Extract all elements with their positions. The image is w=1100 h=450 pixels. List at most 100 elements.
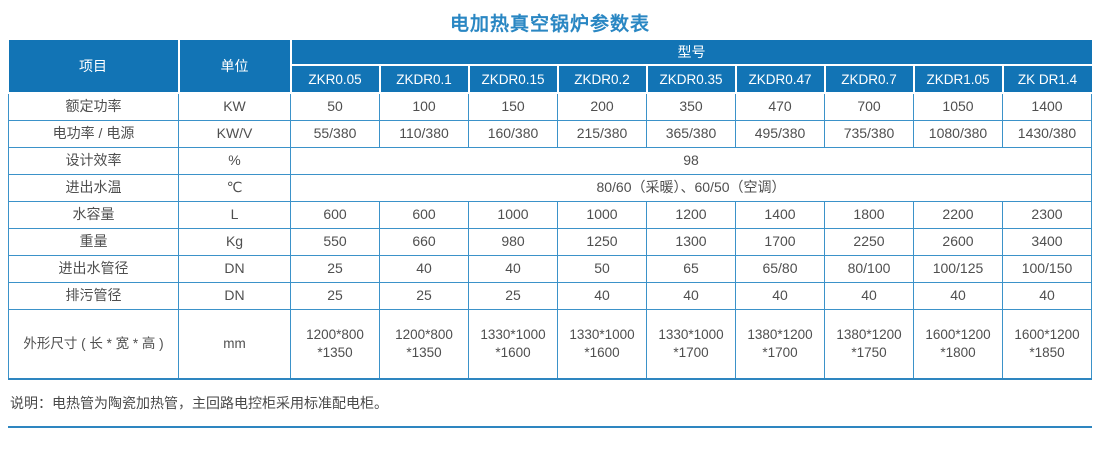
row-value-cell: 40 bbox=[913, 281, 1003, 310]
row-unit-label: DN bbox=[178, 254, 291, 283]
row-value-cell: 1600*1200 *1850 bbox=[1002, 308, 1092, 380]
row-item-label: 重量 bbox=[8, 227, 179, 256]
row-value-cell: 1200*800 *1350 bbox=[290, 308, 380, 380]
row-unit-label: Kg bbox=[178, 227, 291, 256]
row-value-cell: 25 bbox=[290, 281, 380, 310]
row-item-label: 电功率 / 电源 bbox=[8, 119, 179, 148]
row-value-cell: 80/100 bbox=[824, 254, 914, 283]
row-value-cell: 25 bbox=[290, 254, 380, 283]
table-row: 重量 Kg 550 660 980 1250 1300 1700 2250 2600 3400 bbox=[8, 227, 1092, 256]
row-value-cell: 495/380 bbox=[735, 119, 825, 148]
row-value-cell: 735/380 bbox=[824, 119, 914, 148]
row-value-cell: 110/380 bbox=[379, 119, 469, 148]
row-value-cell: 2300 bbox=[1002, 200, 1092, 229]
row-value-cell: 50 bbox=[290, 92, 380, 121]
model-column-header: ZKDR0.2 bbox=[556, 64, 648, 94]
row-value-cell: 1400 bbox=[1002, 92, 1092, 121]
row-item-label: 设计效率 bbox=[8, 146, 179, 175]
table-row: 进出水温 ℃ 80/60（采暖）、60/50（空调） bbox=[8, 173, 1092, 202]
row-value-cell: 25 bbox=[468, 281, 558, 310]
row-value-cell: 1200 bbox=[646, 200, 736, 229]
row-item-label: 水容量 bbox=[8, 200, 179, 229]
row-value-cell: 1800 bbox=[824, 200, 914, 229]
row-value-cell: 980 bbox=[468, 227, 558, 256]
table-row: 外形尺寸 ( 长 * 宽 * 高 ) mm 1200*800 *1350 1200*8… bbox=[8, 308, 1092, 380]
row-value-cell: 3400 bbox=[1002, 227, 1092, 256]
table-row: 进出水管径 DN 25 40 40 50 65 65/80 80/100 100/125 100/1… bbox=[8, 254, 1092, 283]
row-value-cell: 215/380 bbox=[557, 119, 647, 148]
row-value-cell: 55/380 bbox=[290, 119, 380, 148]
row-value-cell: 1400 bbox=[735, 200, 825, 229]
boiler-parameter-table: 项目 单位 型号 ZKR0.05 ZKDR0.1 ZKDR0.15 ZKDR0.2 ZK… bbox=[8, 40, 1092, 380]
row-value-cell: 100/125 bbox=[913, 254, 1003, 283]
row-value-cell: 600 bbox=[379, 200, 469, 229]
row-value-cell: 1250 bbox=[557, 227, 647, 256]
row-value-cell: 1380*1200 *1700 bbox=[735, 308, 825, 380]
model-column-header: ZKDR0.15 bbox=[467, 64, 559, 94]
table-row: 水容量 L 600 600 1000 1000 1200 1400 1800 2200 2300 bbox=[8, 200, 1092, 229]
row-value-cell: 1000 bbox=[468, 200, 558, 229]
row-item-label: 进出水管径 bbox=[8, 254, 179, 283]
row-value-cell: 100/150 bbox=[1002, 254, 1092, 283]
row-value-cell: 200 bbox=[557, 92, 647, 121]
row-value-cell: 1000 bbox=[557, 200, 647, 229]
table-row: 电功率 / 电源 KW/V 55/380 110/380 160/380 215/380 3… bbox=[8, 119, 1092, 148]
row-value-cell: 100 bbox=[379, 92, 469, 121]
model-column-header: ZKDR0.47 bbox=[734, 64, 826, 94]
row-value-cell: 1330*1000 *1600 bbox=[557, 308, 647, 380]
row-value-cell: 1050 bbox=[913, 92, 1003, 121]
row-value-cell: 550 bbox=[290, 227, 380, 256]
row-value-cell: 1380*1200 *1750 bbox=[824, 308, 914, 380]
row-unit-label: ℃ bbox=[178, 173, 291, 202]
row-item-label: 额定功率 bbox=[8, 92, 179, 121]
row-value-cell: 40 bbox=[824, 281, 914, 310]
row-value-cell: 40 bbox=[735, 281, 825, 310]
row-value-cell: 1330*1000 *1600 bbox=[468, 308, 558, 380]
row-unit-label: KW/V bbox=[178, 119, 291, 148]
row-value-cell: 25 bbox=[379, 281, 469, 310]
model-column-header: ZKDR0.35 bbox=[645, 64, 737, 94]
row-value-cell: 470 bbox=[735, 92, 825, 121]
table-header: 项目 单位 型号 ZKR0.05 ZKDR0.1 ZKDR0.15 ZKDR0.2 ZK… bbox=[8, 40, 1092, 94]
row-value-cell: 660 bbox=[379, 227, 469, 256]
footnote-text: 说明：电热管为陶瓷加热管，主回路电控柜采用标准配电柜。 bbox=[10, 395, 388, 411]
row-value-cell: 2250 bbox=[824, 227, 914, 256]
model-column-header: ZKDR0.7 bbox=[823, 64, 915, 94]
row-value-cell: 700 bbox=[824, 92, 914, 121]
row-unit-label: KW bbox=[178, 92, 291, 121]
row-spanned-value: 80/60（采暖）、60/50（空调） bbox=[290, 173, 1092, 202]
row-spanned-value: 98 bbox=[290, 146, 1092, 175]
row-value-cell: 1700 bbox=[735, 227, 825, 256]
row-value-cell: 1300 bbox=[646, 227, 736, 256]
row-value-cell: 1600*1200 *1800 bbox=[913, 308, 1003, 380]
row-unit-label: L bbox=[178, 200, 291, 229]
model-column-header: ZKDR0.1 bbox=[378, 64, 470, 94]
row-value-cell: 40 bbox=[646, 281, 736, 310]
row-item-label: 排污管径 bbox=[8, 281, 179, 310]
row-value-cell: 40 bbox=[379, 254, 469, 283]
row-item-label: 外形尺寸 ( 长 * 宽 * 高 ) bbox=[8, 308, 179, 380]
row-value-cell: 50 bbox=[557, 254, 647, 283]
row-value-cell: 40 bbox=[557, 281, 647, 310]
column-header-item: 项目 bbox=[8, 40, 180, 94]
row-value-cell: 40 bbox=[1002, 281, 1092, 310]
row-value-cell: 40 bbox=[468, 254, 558, 283]
row-value-cell: 600 bbox=[290, 200, 380, 229]
table-row: 设计效率% 98 bbox=[8, 146, 1092, 175]
bottom-divider bbox=[8, 426, 1092, 428]
model-header-row: ZKR0.05 ZKDR0.1 ZKDR0.15 ZKDR0.2 ZKDR0.35 ZKD… bbox=[9, 64, 1092, 94]
model-column-header: ZKR0.05 bbox=[290, 64, 381, 94]
row-unit-label: DN bbox=[178, 281, 291, 310]
row-value-cell: 160/380 bbox=[468, 119, 558, 148]
row-value-cell: 2200 bbox=[913, 200, 1003, 229]
page-title: 电加热真空锅炉参数表 bbox=[449, 14, 650, 35]
row-value-cell: 350 bbox=[646, 92, 736, 121]
row-value-cell: 365/380 bbox=[646, 119, 736, 148]
row-value-cell: 65 bbox=[646, 254, 736, 283]
row-value-cell: 1430/380 bbox=[1002, 119, 1092, 148]
table-body: 额定功率 KW 50 100 150 200 350 470 700 1050 1400 电功率 / … bbox=[8, 92, 1092, 380]
table-row: 排污管径 DN 25 25 25 40 40 40 40 40 40 bbox=[8, 281, 1092, 310]
model-column-header: ZKDR1.05 bbox=[912, 64, 1004, 94]
row-value-cell: 2600 bbox=[913, 227, 1003, 256]
